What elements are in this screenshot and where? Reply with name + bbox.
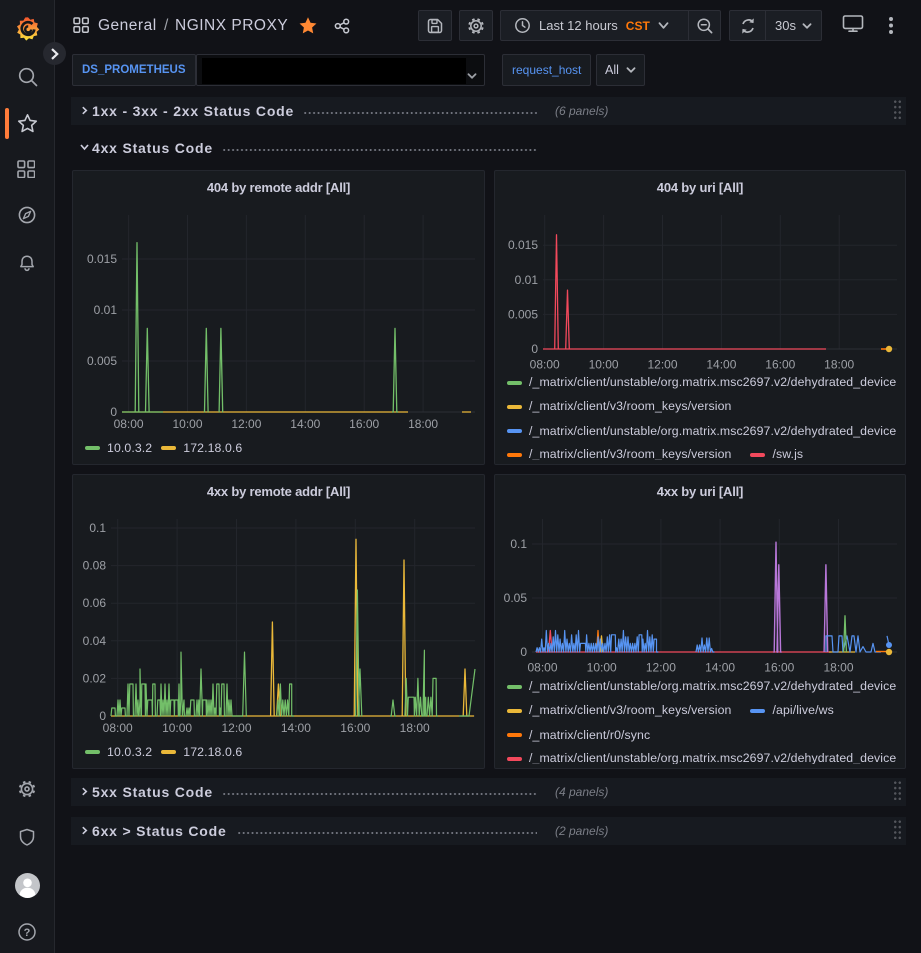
- svg-text:0.08: 0.08: [83, 559, 107, 573]
- svg-text:?: ?: [24, 927, 31, 939]
- svg-text:0.1: 0.1: [510, 537, 527, 551]
- svg-text:0: 0: [110, 405, 117, 419]
- svg-text:14:00: 14:00: [706, 358, 736, 372]
- svg-text:10:00: 10:00: [172, 417, 202, 431]
- svg-text:16:00: 16:00: [764, 661, 794, 675]
- svg-text:08:00: 08:00: [527, 661, 557, 675]
- svg-text:16:00: 16:00: [349, 417, 379, 431]
- svg-text:12:00: 12:00: [646, 661, 676, 675]
- svg-text:10:00: 10:00: [587, 661, 617, 675]
- svg-text:10:00: 10:00: [589, 358, 619, 372]
- svg-text:0.015: 0.015: [508, 238, 538, 252]
- svg-text:14:00: 14:00: [290, 417, 320, 431]
- svg-text:0.01: 0.01: [515, 273, 539, 287]
- svg-text:14:00: 14:00: [281, 721, 311, 735]
- svg-text:0.05: 0.05: [504, 591, 528, 605]
- svg-text:0.04: 0.04: [83, 634, 107, 648]
- svg-text:08:00: 08:00: [103, 721, 133, 735]
- svg-text:0.1: 0.1: [89, 521, 106, 535]
- svg-text:18:00: 18:00: [824, 358, 854, 372]
- svg-text:0.02: 0.02: [83, 671, 107, 685]
- svg-text:16:00: 16:00: [765, 358, 795, 372]
- svg-text:12:00: 12:00: [231, 417, 261, 431]
- svg-text:18:00: 18:00: [823, 661, 853, 675]
- svg-text:0.01: 0.01: [94, 303, 118, 317]
- svg-text:12:00: 12:00: [221, 721, 251, 735]
- svg-text:0: 0: [531, 342, 538, 356]
- svg-text:0.015: 0.015: [87, 252, 117, 266]
- svg-text:0: 0: [520, 645, 527, 659]
- svg-text:10:00: 10:00: [162, 721, 192, 735]
- svg-text:08:00: 08:00: [530, 358, 560, 372]
- svg-text:08:00: 08:00: [114, 417, 144, 431]
- svg-text:14:00: 14:00: [705, 661, 735, 675]
- svg-text:0.06: 0.06: [83, 596, 107, 610]
- svg-text:16:00: 16:00: [340, 721, 370, 735]
- svg-text:18:00: 18:00: [400, 721, 430, 735]
- svg-text:0.005: 0.005: [87, 354, 117, 368]
- svg-text:0: 0: [99, 709, 106, 723]
- svg-text:12:00: 12:00: [647, 358, 677, 372]
- svg-text:18:00: 18:00: [408, 417, 438, 431]
- svg-text:0.005: 0.005: [508, 307, 538, 321]
